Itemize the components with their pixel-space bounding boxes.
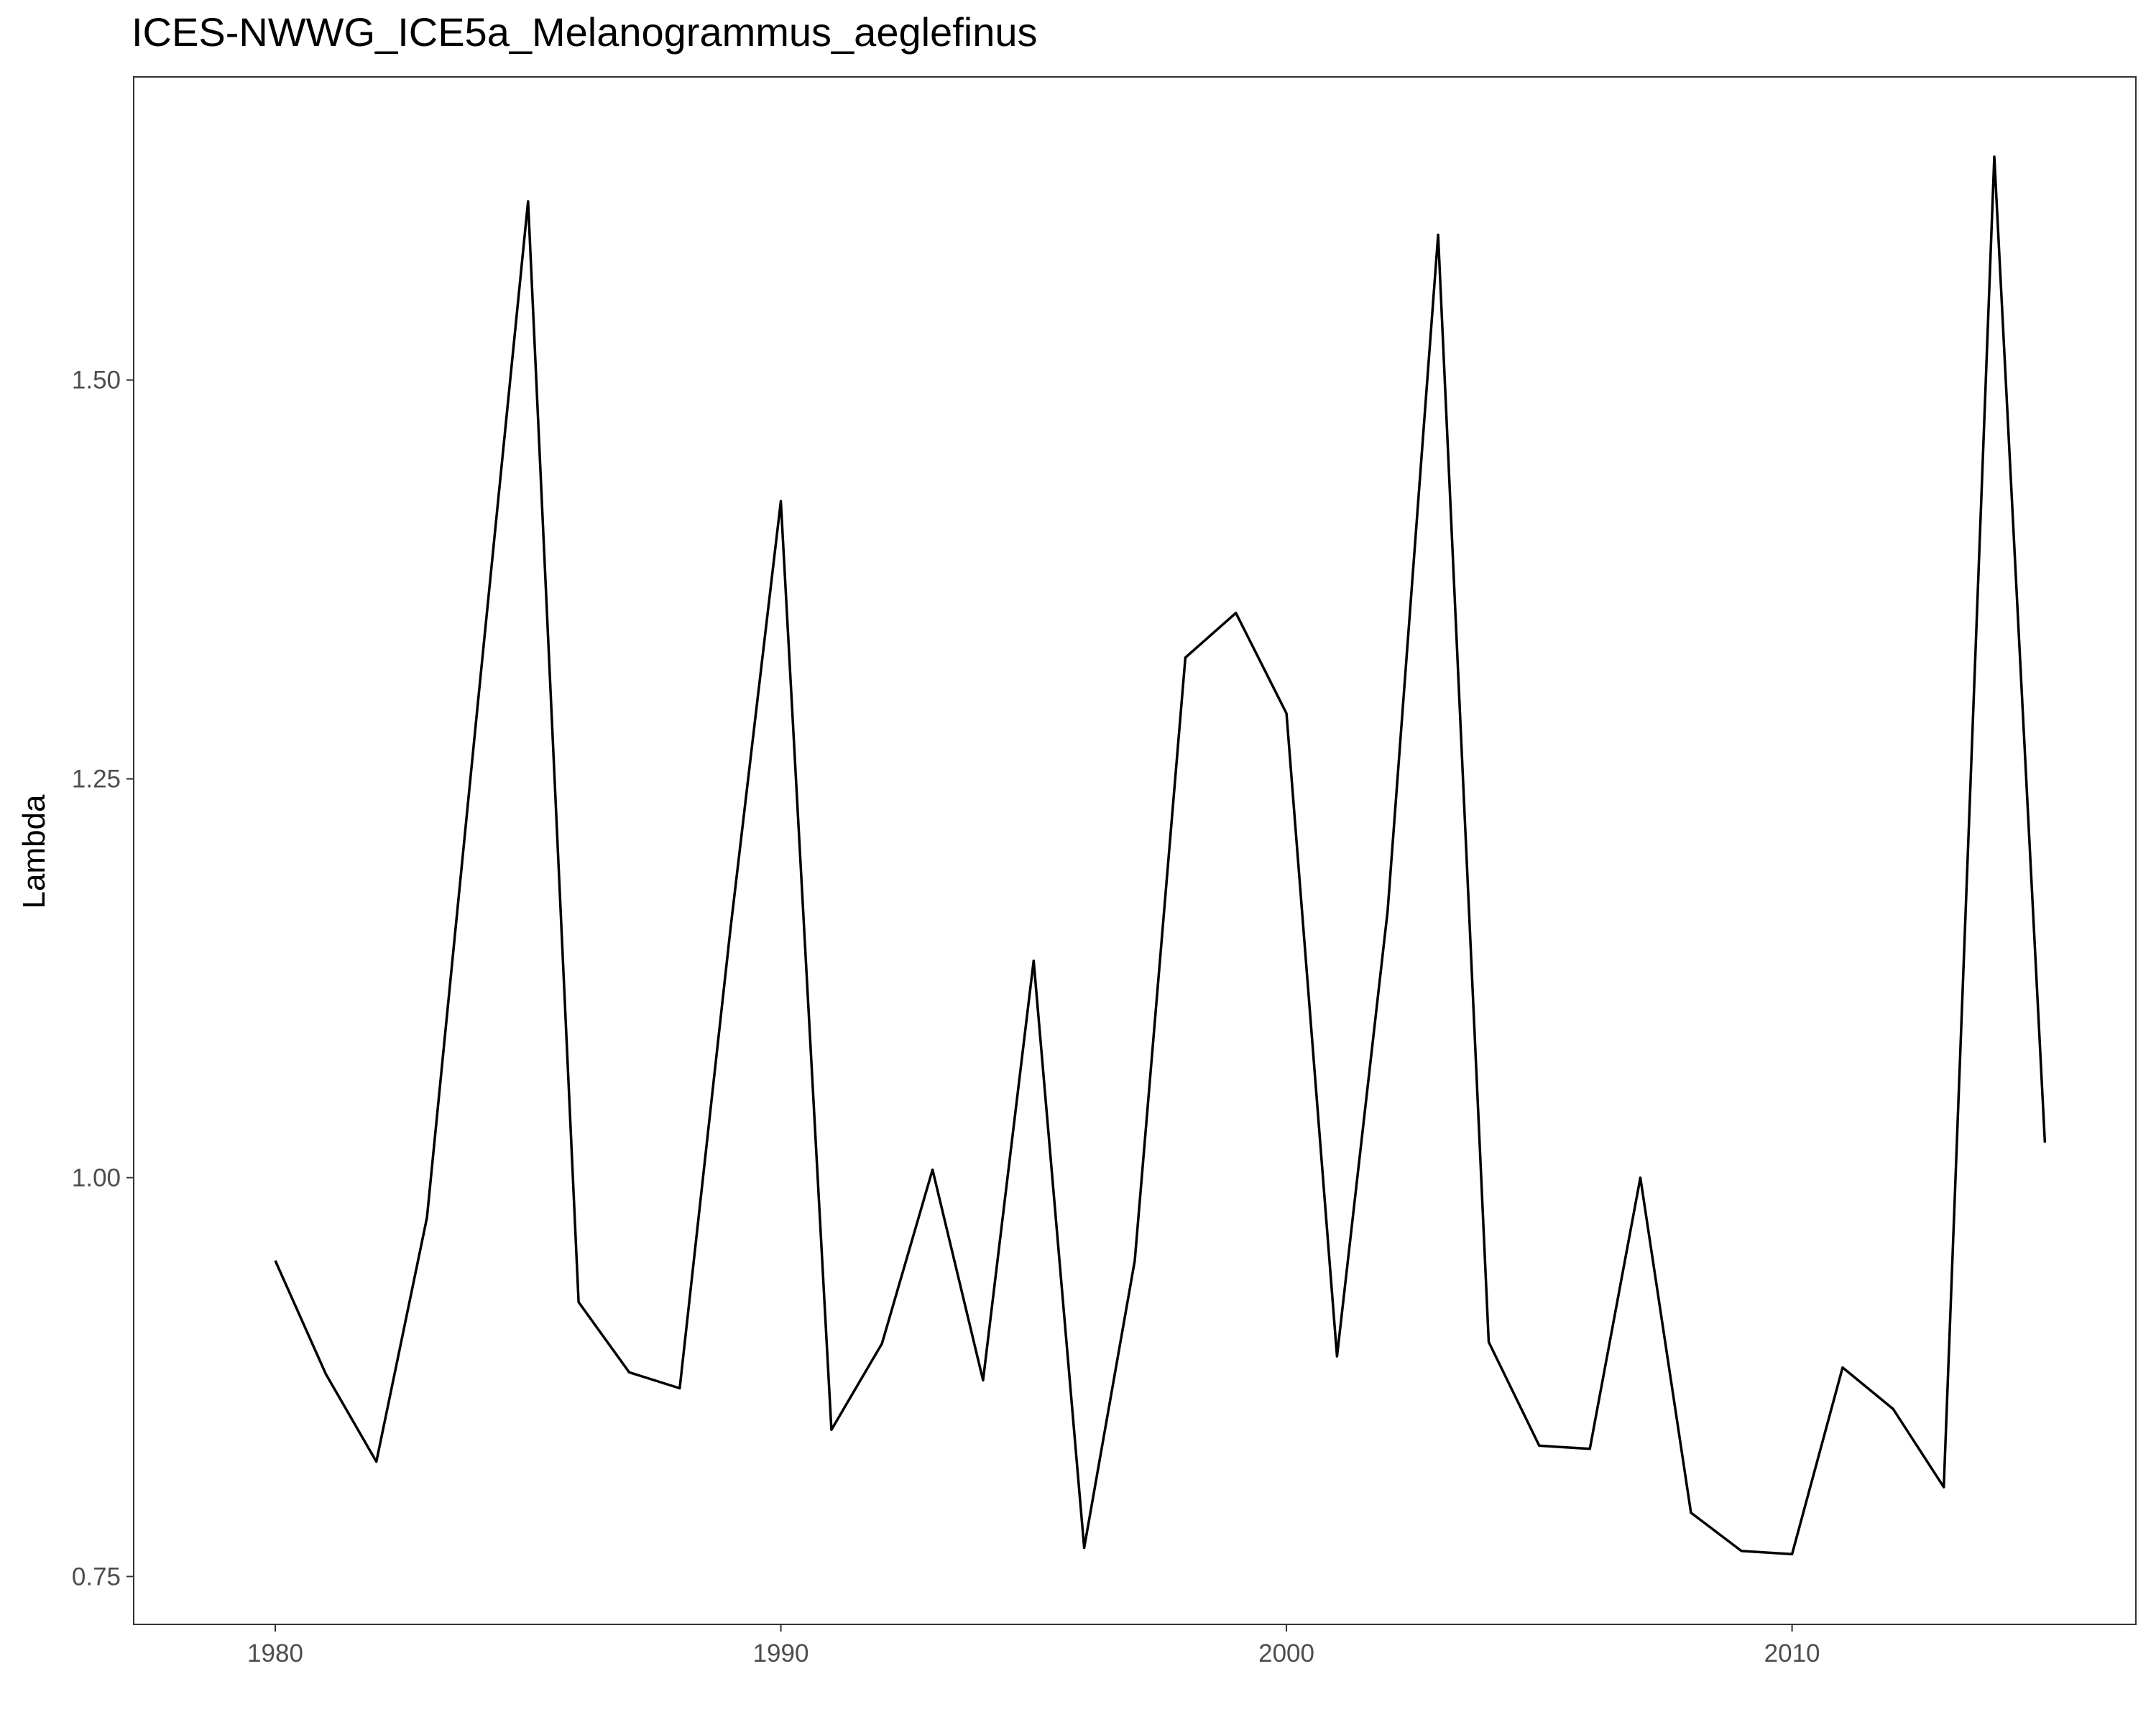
y-tick-label: 0.75 [72,1563,121,1591]
plot-area: 0.75 1.00 1.25 1.50 1980 1990 2000 2010 [72,76,2137,1668]
plot-panel-border [133,76,2137,1625]
x-tick-label: 2010 [1764,1639,1820,1668]
x-tick-label: 1990 [753,1639,809,1668]
y-tick-label: 1.25 [72,765,121,794]
x-tick-label: 2000 [1258,1639,1314,1668]
y-axis-label: Lambda [17,794,52,909]
y-tick-label: 1.00 [72,1164,121,1192]
chart-title: ICES-NWWG_ICE5a_Melanogrammus_aeglefinus [132,9,1038,55]
x-tick-label: 1980 [247,1639,303,1668]
series-line [274,155,2047,1556]
y-tick-label: 1.50 [72,367,121,395]
